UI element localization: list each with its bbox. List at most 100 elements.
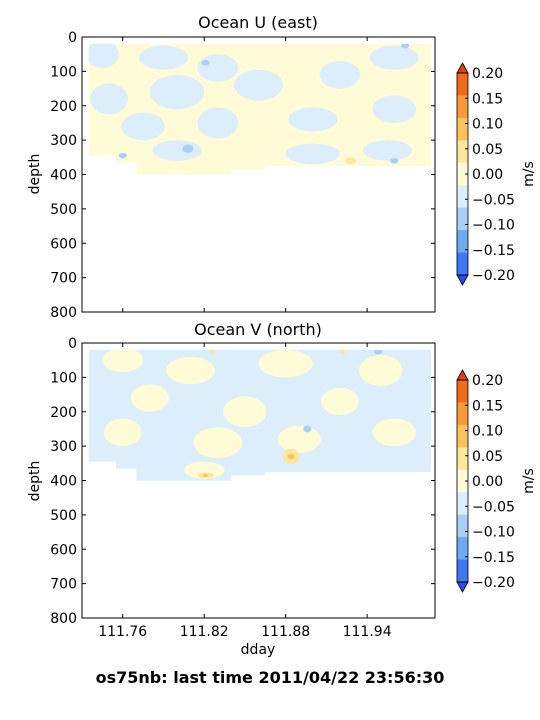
y-tick-label: 300 — [50, 133, 77, 149]
colorbar-segment — [457, 252, 468, 276]
contour-patch — [152, 140, 202, 161]
colorbar-segment — [457, 140, 468, 164]
contour-patch — [345, 157, 357, 165]
colorbar-label: m/s — [521, 161, 537, 187]
colorbar-tick-label: 0.20 — [472, 373, 503, 389]
contour-patch — [372, 95, 416, 123]
contour-patch — [258, 349, 313, 378]
y-tick-label: 200 — [50, 405, 77, 421]
plot-area: 0 100 200 300 400 500 600 700 800 111.76 111.82 111… — [50, 336, 436, 640]
colorbar-label: m/s — [521, 468, 537, 494]
y-tick-label: 600 — [50, 236, 77, 252]
contour-patch — [103, 418, 142, 447]
x-tick-label: 111.94 — [343, 624, 392, 640]
y-tick-label: 200 — [50, 99, 77, 115]
colorbar-tick-label: −0.15 — [472, 243, 515, 259]
colorbar-segment — [457, 162, 468, 186]
colorbar-tick-label: −0.10 — [472, 218, 515, 234]
colorbar-segment — [457, 402, 468, 426]
contour-patch — [90, 83, 129, 115]
colorbar: 0.20 0.15 0.10 0.05 0.00 −0.05 −0.10 −0.15 −0.20… — [456, 369, 537, 593]
y-tick-label: 100 — [50, 370, 77, 386]
colorbar-segment — [457, 73, 468, 96]
colorbar-segment — [457, 514, 468, 538]
y-tick-label: 700 — [50, 271, 77, 287]
colorbar-tick-label: 0.10 — [472, 424, 503, 440]
contour-patch — [369, 45, 419, 70]
y-tick-label: 600 — [50, 542, 77, 558]
colorbar-extend-min — [456, 274, 469, 286]
contour-patch — [320, 387, 359, 416]
contour-field — [88, 349, 431, 481]
contour-patch — [363, 140, 412, 161]
x-tick-label: 111.88 — [261, 624, 310, 640]
colorbar-segment — [457, 95, 468, 119]
contour-patch — [390, 158, 399, 164]
colorbar-segment — [457, 117, 468, 141]
contour-patch — [130, 384, 169, 412]
contour-patch — [401, 43, 410, 49]
contour-patch — [149, 74, 205, 110]
colorbar-tick-label: 0.10 — [472, 117, 503, 133]
colorbar-segment — [457, 559, 468, 583]
colorbar-tick-label: 0.20 — [472, 66, 503, 82]
colorbar-segment — [457, 230, 468, 254]
colorbar-tick-label: −0.05 — [472, 499, 515, 515]
y-tick-label: 500 — [50, 202, 77, 218]
y-axis-label: depth — [27, 154, 43, 195]
contour-patch — [118, 152, 127, 159]
colorbar-tick-label: −0.05 — [472, 192, 515, 208]
contour-patch — [223, 396, 267, 428]
colorbar-tick-label: 0.05 — [472, 449, 503, 465]
colorbar-tick-label: 0.15 — [472, 91, 503, 107]
contour-patch — [372, 418, 416, 447]
colorbar-segment — [457, 424, 468, 448]
y-tick-label: 300 — [50, 439, 77, 455]
y-tick-label: 0 — [68, 30, 77, 46]
colorbar-extend-min — [456, 581, 469, 593]
x-axis-label: dday — [241, 642, 276, 658]
colorbar-tick-label: −0.20 — [472, 575, 515, 591]
contour-patch — [139, 45, 188, 70]
colorbar-segment — [457, 469, 468, 493]
contour-patch — [319, 61, 361, 89]
contour-patch — [202, 473, 209, 477]
colorbar-tick-label: −0.10 — [472, 525, 515, 541]
contour-patch — [234, 69, 283, 101]
y-axis-label: depth — [27, 461, 43, 502]
colorbar-segment — [457, 380, 468, 403]
contour-patch — [303, 425, 312, 433]
contour-patch — [183, 461, 225, 479]
colorbar-tick-label: 0.15 — [472, 398, 503, 414]
y-tick-label: 800 — [50, 305, 77, 321]
contour-patch — [197, 107, 239, 139]
contour-patch — [358, 355, 403, 386]
colorbar-extend-max — [456, 369, 469, 381]
figure-suptitle: os75nb: last time 2011/04/22 23:56:30 — [96, 668, 445, 687]
contour-patch — [121, 112, 165, 141]
y-tick-label: 400 — [50, 474, 77, 490]
contour-patch — [182, 144, 194, 153]
colorbar: 0.20 0.15 0.10 0.05 0.00 −0.05 −0.10 −0.15 −0.20… — [456, 62, 537, 286]
colorbar-segment — [457, 492, 468, 516]
plot-area: 0 100 200 300 400 500 600 700 800 — [50, 30, 436, 321]
contour-patch — [193, 427, 243, 459]
y-tick-label: 700 — [50, 577, 77, 593]
y-tick-label: 400 — [50, 168, 77, 184]
panel-ocean-v: Ocean V (north) depth 0 100 200 300 400 500 60… — [27, 320, 537, 658]
colorbar-tick-label: −0.15 — [472, 550, 515, 566]
colorbar-tick-label: −0.20 — [472, 268, 515, 284]
contour-patch — [277, 425, 321, 453]
colorbar-tick-label: 0.05 — [472, 142, 503, 158]
colorbar-tick-label: 0.00 — [472, 167, 503, 183]
colorbar-segment — [457, 447, 468, 471]
contour-patch — [288, 107, 338, 132]
chart-title: Ocean V (north) — [194, 320, 322, 339]
colorbar-segment — [457, 207, 468, 231]
colorbar-segment — [457, 537, 468, 561]
contour-patch — [285, 143, 340, 165]
contour-patch — [287, 453, 295, 460]
contour-patch — [197, 54, 239, 82]
colorbar-tick-label: 0.00 — [472, 474, 503, 490]
